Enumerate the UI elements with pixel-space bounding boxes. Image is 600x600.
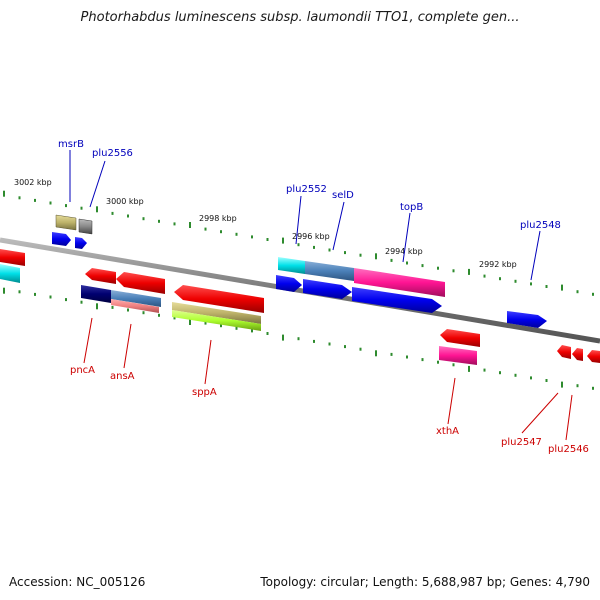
gene-feature-plu2546-a[interactable] xyxy=(572,348,583,361)
scale-label-3000: 3000 kbp xyxy=(106,197,144,206)
gene-feature-blue-1[interactable] xyxy=(52,232,71,246)
gene-feature-blue-4[interactable] xyxy=(303,279,352,299)
tick-tracks xyxy=(3,190,594,390)
gene-label-pncA[interactable]: pncA xyxy=(70,365,95,376)
gene-label-topB[interactable]: topB xyxy=(400,202,423,213)
gene-label-xthA[interactable]: xthA xyxy=(436,426,459,437)
gene-label-ansA[interactable]: ansA xyxy=(110,371,135,382)
gene-feature-plu2546-b[interactable] xyxy=(587,350,600,363)
scale-label-2996: 2996 kbp xyxy=(292,232,330,241)
gene-feature-xthA-red[interactable] xyxy=(440,329,480,347)
gene-label-plu2556[interactable]: plu2556 xyxy=(92,148,133,159)
gene-labels-bottom: pncA ansA sppA xthA plu2547 plu2546 xyxy=(70,365,589,455)
gene-feature-blue-5[interactable] xyxy=(352,287,442,313)
gene-label-msrB[interactable]: msrB xyxy=(58,139,84,150)
gene-feature-pncA[interactable] xyxy=(81,285,111,303)
genome-backbone xyxy=(0,237,600,344)
gene-feature-topB[interactable] xyxy=(354,268,445,297)
accession-label: Accession: NC_005126 xyxy=(9,575,146,589)
map-title: Photorhabdus luminescens subsp. laumondi… xyxy=(80,10,520,25)
gene-feature-plu2548[interactable] xyxy=(507,311,547,328)
gene-feature-xthA[interactable] xyxy=(439,346,477,365)
gene-label-sppA[interactable]: sppA xyxy=(192,387,217,398)
label-lines xyxy=(69,150,573,441)
gene-feature-cyan-1[interactable] xyxy=(278,257,305,274)
scale-label-3002: 3002 kbp xyxy=(14,178,52,187)
scale-label-2994: 2994 kbp xyxy=(385,247,423,256)
gene-label-selD[interactable]: selD xyxy=(332,190,354,201)
gene-feature-msrB[interactable] xyxy=(55,214,77,231)
scale-label-2998: 2998 kbp xyxy=(199,214,237,223)
gene-label-plu2548[interactable]: plu2548 xyxy=(520,220,561,231)
gene-feature-ansA-2[interactable] xyxy=(111,299,159,313)
gene-features xyxy=(0,214,600,365)
gene-feature-selD[interactable] xyxy=(305,261,354,281)
gene-feature-blue-2[interactable] xyxy=(75,237,87,249)
gene-feature-red-left[interactable] xyxy=(0,249,25,266)
scale-label-2992: 2992 kbp xyxy=(479,260,517,269)
gene-labels-top: msrB plu2556 plu2552 selD topB plu2548 xyxy=(58,139,561,231)
topology-label: Topology: circular; Length: 5,688,987 bp… xyxy=(260,575,590,589)
gene-feature-blue-3[interactable] xyxy=(276,275,302,292)
gene-feature-plu2547[interactable] xyxy=(557,345,571,359)
gene-feature-ansA[interactable] xyxy=(111,290,161,307)
gene-feature-cyan-left[interactable] xyxy=(0,264,20,283)
scale-labels: 3002 kbp 3000 kbp 2998 kbp 2996 kbp 2994… xyxy=(14,178,517,269)
gene-feature-sppA-2[interactable] xyxy=(172,302,261,324)
gene-feature-pncA-red[interactable] xyxy=(85,268,116,284)
gene-label-plu2547[interactable]: plu2547 xyxy=(501,437,542,448)
gene-label-plu2552[interactable]: plu2552 xyxy=(286,184,327,195)
gene-feature-red-2[interactable] xyxy=(116,272,165,294)
gene-feature-sppA-3[interactable] xyxy=(172,310,261,331)
gene-label-plu2546[interactable]: plu2546 xyxy=(548,444,589,455)
gene-feature-plu2556[interactable] xyxy=(78,218,93,235)
gene-feature-sppA[interactable] xyxy=(174,285,264,313)
